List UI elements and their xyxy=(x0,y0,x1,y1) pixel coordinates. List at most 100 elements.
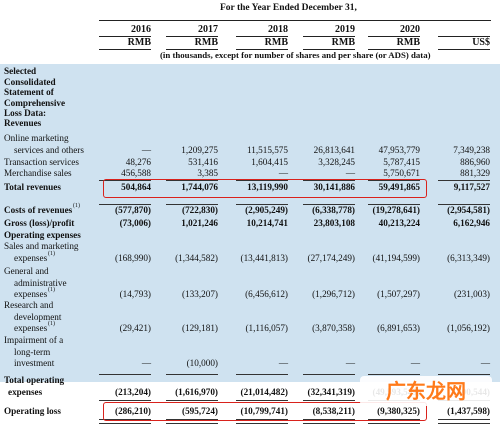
value-cell: 5,787,415 xyxy=(383,157,420,167)
total-revenues-highlight xyxy=(103,179,427,198)
subtotal-rule xyxy=(438,180,490,181)
row-label: Operating expenses xyxy=(4,230,81,240)
value-cell: 1,604,415 xyxy=(251,157,288,167)
row-label: General and xyxy=(4,266,49,276)
section-title: Consolidated xyxy=(4,76,56,87)
value-cell: 11,515,575 xyxy=(246,144,288,155)
row-label: services and others xyxy=(14,144,84,155)
currency-underline xyxy=(438,49,490,50)
value-cell: 1,744,076 xyxy=(181,182,218,192)
row-label: Research and xyxy=(4,300,54,310)
operating-loss-highlight xyxy=(103,402,427,421)
currency-header: RMB xyxy=(331,37,355,48)
value-cell: (722,830) xyxy=(182,205,218,215)
row-label: Costs of revenues xyxy=(4,205,73,215)
value-cell: 531,416 xyxy=(188,157,218,167)
units-note: (in thousands, except for number of shar… xyxy=(160,50,431,60)
value-cell: (1,116,057) xyxy=(245,323,288,333)
currency-underline xyxy=(99,49,151,50)
year-header: 2017 xyxy=(198,24,218,35)
value-cell: (27,174,249) xyxy=(307,252,355,263)
value-cell: (231,003) xyxy=(454,289,490,299)
value-cell: 886,960 xyxy=(460,157,490,167)
value-cell: (1,616,970) xyxy=(175,386,218,397)
value-cell: — xyxy=(278,358,288,368)
value-cell: 13,119,990 xyxy=(247,182,288,192)
value-cell: 6,162,946 xyxy=(453,218,490,228)
value-cell: (1,056,192) xyxy=(447,323,490,333)
value-cell: (29,421) xyxy=(119,323,151,333)
value-cell: — xyxy=(278,168,288,178)
value-cell: (6,891,653) xyxy=(377,323,420,333)
value-cell: 30,141,886 xyxy=(313,182,355,192)
value-cell: — xyxy=(345,168,355,178)
year-underline xyxy=(166,36,218,37)
value-cell: — xyxy=(410,358,420,368)
currency-header: RMB xyxy=(127,37,151,48)
statement-band xyxy=(0,64,500,382)
subtotal-rule xyxy=(236,204,288,205)
value-cell: (19,278,641) xyxy=(372,205,420,215)
value-cell: 5,750,671 xyxy=(383,168,420,178)
subtotal-rule xyxy=(236,374,288,375)
watermark-logo: 广东龙网 xyxy=(360,376,492,406)
subtotal-rule xyxy=(438,374,490,375)
row-label: Total revenues xyxy=(4,182,61,192)
subtotal-rule xyxy=(438,204,490,205)
year-header: 2019 xyxy=(335,24,355,35)
row-label: Impairment of a xyxy=(4,335,64,345)
year-underline xyxy=(438,36,490,37)
value-cell: (14,793) xyxy=(119,289,151,299)
currency-underline xyxy=(368,49,420,50)
value-cell: (595,724) xyxy=(182,406,218,416)
value-cell: 1,021,246 xyxy=(181,218,218,228)
value-cell: (6,338,778) xyxy=(312,205,355,215)
row-label: Operating loss xyxy=(4,406,61,416)
section-title: Loss Data: xyxy=(4,108,47,118)
year-header: 2018 xyxy=(268,24,288,35)
value-cell: (10,000) xyxy=(186,358,218,368)
value-cell: 40,213,224 xyxy=(378,218,420,228)
row-label: expenses xyxy=(8,386,43,397)
value-cell: 23,803,108 xyxy=(313,218,355,228)
value-cell: 504,864 xyxy=(121,182,151,192)
value-cell: (168,990) xyxy=(115,252,151,263)
value-cell: (577,870) xyxy=(115,205,151,215)
value-cell: 7,349,238 xyxy=(453,144,490,155)
subtotal-rule xyxy=(99,180,151,181)
value-cell: (286,210) xyxy=(115,406,151,416)
value-cell: — xyxy=(141,144,151,155)
subtotal-rule xyxy=(166,374,218,375)
subtotal-rule xyxy=(368,204,420,205)
value-cell: — xyxy=(345,358,355,368)
value-cell: 3,385 xyxy=(197,168,218,178)
value-cell: (21,014,482) xyxy=(240,386,288,397)
value-cell: 3,328,245 xyxy=(318,157,355,167)
value-cell: (1,296,712) xyxy=(312,289,355,299)
subtotal-rule xyxy=(166,180,218,181)
value-cell: (6,313,349) xyxy=(447,252,490,263)
value-cell: (13,441,813) xyxy=(240,252,288,263)
watermark-text: 广东龙网 xyxy=(386,379,466,403)
value-cell: (1,437,598) xyxy=(447,406,490,416)
row-label: expenses xyxy=(14,289,48,299)
subtotal-rule xyxy=(368,180,420,181)
section-title: Comprehensive xyxy=(4,97,66,108)
year-underline xyxy=(303,36,355,37)
value-cell: (8,538,211) xyxy=(312,406,355,416)
row-label: Revenues xyxy=(4,118,42,128)
row-label: expenses xyxy=(14,252,48,263)
row-label: Gross (loss)/profit xyxy=(4,218,75,228)
subtotal-rule xyxy=(99,374,151,375)
row-label: administrative xyxy=(14,277,67,288)
period-heading: For the Year Ended December 31, xyxy=(220,3,357,13)
value-cell: (2,905,249) xyxy=(245,205,288,215)
value-cell: (1,344,582) xyxy=(175,252,218,263)
row-label: Sales and marketing xyxy=(4,241,79,251)
section-title: Selected xyxy=(4,66,37,76)
value-cell: 59,491,865 xyxy=(378,182,420,192)
subtotal-rule xyxy=(236,400,288,401)
value-cell: 10,214,741 xyxy=(246,218,288,228)
value-cell: (3,870,358) xyxy=(312,323,355,333)
year-header: 2020 xyxy=(400,24,420,35)
